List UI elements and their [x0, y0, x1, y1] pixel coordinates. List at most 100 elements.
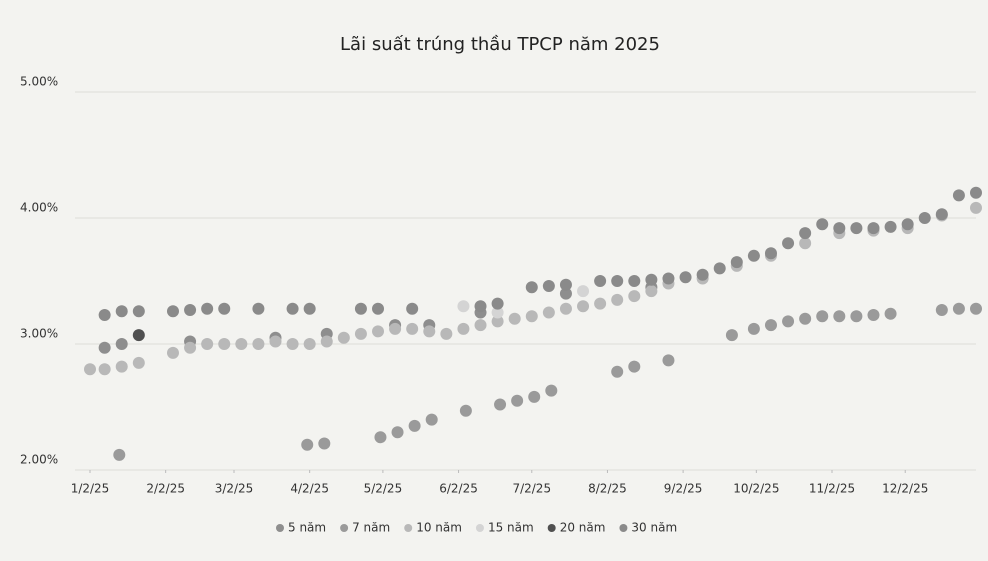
legend-marker [475, 524, 484, 532]
point [696, 268, 709, 281]
point [970, 302, 982, 315]
point [457, 322, 470, 335]
point [201, 302, 214, 315]
legend-label: 5 năm [288, 521, 326, 535]
point [98, 341, 111, 354]
point [542, 280, 555, 293]
point [474, 319, 487, 332]
x-tick-label: 6/2/25 [439, 482, 478, 496]
point [594, 275, 607, 287]
point [645, 273, 658, 286]
point [970, 201, 982, 214]
point [459, 404, 472, 417]
point [725, 329, 738, 342]
point [662, 272, 675, 285]
legend-label: 20 năm [560, 521, 606, 535]
point [782, 315, 795, 328]
point [494, 398, 507, 411]
point [577, 300, 590, 313]
y-tick-label: 2.00% [20, 453, 58, 467]
x-tick-label: 11/2/25 [809, 482, 855, 496]
x-tick-label: 5/2/25 [364, 482, 403, 496]
point [747, 322, 760, 335]
point [901, 218, 914, 231]
point [252, 338, 265, 350]
point [816, 310, 829, 323]
legend-label: 10 năm [416, 521, 462, 535]
point [408, 419, 421, 432]
point [218, 338, 231, 350]
point [372, 325, 385, 338]
point [374, 431, 387, 444]
point [525, 281, 538, 294]
legend-marker [547, 524, 556, 532]
point [98, 363, 111, 376]
point [662, 354, 675, 367]
point [201, 338, 214, 350]
point [474, 300, 487, 313]
point [577, 285, 590, 298]
point [952, 189, 965, 202]
point [730, 256, 743, 269]
point [935, 208, 948, 221]
point [372, 302, 385, 315]
x-tick-label: 7/2/25 [512, 482, 551, 496]
point [884, 307, 897, 320]
point [406, 322, 419, 335]
point [423, 325, 436, 338]
point [799, 237, 812, 250]
point [113, 448, 126, 461]
point [303, 302, 316, 315]
point [542, 306, 555, 319]
legend-label: 30 năm [631, 521, 677, 535]
point [816, 218, 829, 231]
point [269, 335, 282, 348]
point [594, 297, 607, 310]
x-tick-label: 2/2/25 [146, 482, 185, 496]
point [628, 275, 641, 287]
point [218, 302, 231, 315]
point [884, 220, 897, 233]
point [391, 426, 404, 439]
chart-title: Lãi suất trúng thầu TPCP năm 2025 [340, 34, 660, 55]
y-tick-label: 5.00% [20, 75, 58, 89]
point [628, 360, 641, 373]
point [747, 249, 760, 262]
point [559, 302, 572, 315]
point [425, 413, 438, 426]
point [782, 237, 795, 250]
point [166, 346, 179, 359]
legend-label: 15 năm [488, 521, 534, 535]
point [508, 312, 521, 325]
legend-marker [619, 524, 628, 532]
point [559, 278, 572, 291]
point [115, 305, 128, 318]
point [545, 384, 558, 397]
point [303, 338, 316, 350]
x-tick-label: 9/2/25 [664, 482, 703, 496]
legend-marker [404, 524, 413, 532]
x-tick-label: 1/2/25 [71, 482, 110, 496]
point [850, 222, 863, 235]
legend-marker [276, 524, 284, 532]
point [645, 285, 658, 298]
x-tick-label: 3/2/25 [215, 482, 254, 496]
x-tick-label: 12/2/25 [882, 482, 928, 496]
point [611, 365, 624, 378]
point [491, 306, 504, 319]
point [301, 438, 314, 451]
point [166, 305, 179, 318]
x-tick-label: 4/2/25 [290, 482, 329, 496]
point [867, 222, 880, 235]
point [491, 315, 504, 328]
point [970, 186, 982, 199]
point [713, 262, 726, 275]
point [799, 312, 812, 325]
point [98, 309, 111, 322]
point [935, 303, 948, 316]
point [628, 290, 641, 303]
point [833, 310, 846, 323]
point [132, 305, 145, 318]
